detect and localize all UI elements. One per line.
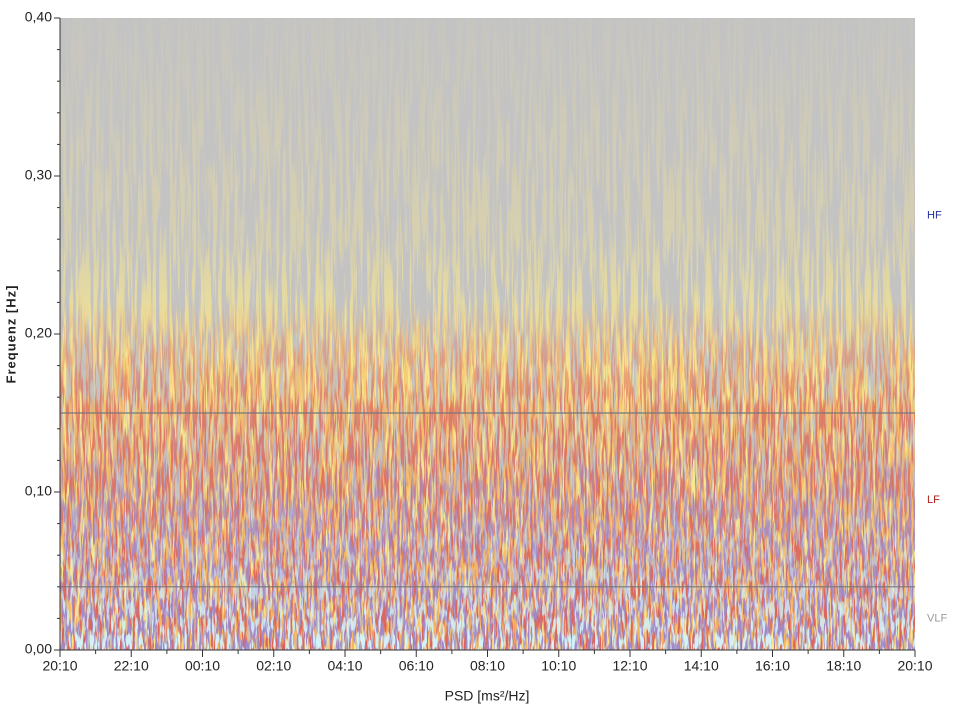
x-tick-label: 10:10: [541, 658, 576, 674]
band-label: LF: [927, 494, 940, 506]
y-tick-label: 0,10: [25, 483, 52, 499]
x-tick-label: 18:10: [826, 658, 861, 674]
x-tick-label: 08:10: [470, 658, 505, 674]
y-tick-label: 0,00: [25, 641, 52, 657]
x-tick-label: 12:10: [612, 658, 647, 674]
x-axis-title: PSD [ms²/Hz]: [445, 688, 530, 704]
y-tick-label: 0,30: [25, 167, 52, 183]
y-tick-label: 0,20: [25, 325, 52, 341]
y-axis-title: Frequenz [Hz]: [3, 285, 18, 384]
band-label: HF: [927, 209, 942, 221]
x-tick-label: 02:10: [256, 658, 291, 674]
band-label: VLF: [927, 612, 947, 624]
x-tick-label: 20:10: [897, 658, 932, 674]
x-tick-label: 00:10: [185, 658, 220, 674]
x-tick-label: 14:10: [684, 658, 719, 674]
x-tick-label: 04:10: [327, 658, 362, 674]
spectrum-texture: [60, 18, 915, 650]
y-tick-label: 0,40: [25, 9, 52, 25]
x-tick-label: 06:10: [399, 658, 434, 674]
x-tick-label: 20:10: [42, 658, 77, 674]
x-tick-label: 16:10: [755, 658, 790, 674]
x-tick-label: 22:10: [114, 658, 149, 674]
